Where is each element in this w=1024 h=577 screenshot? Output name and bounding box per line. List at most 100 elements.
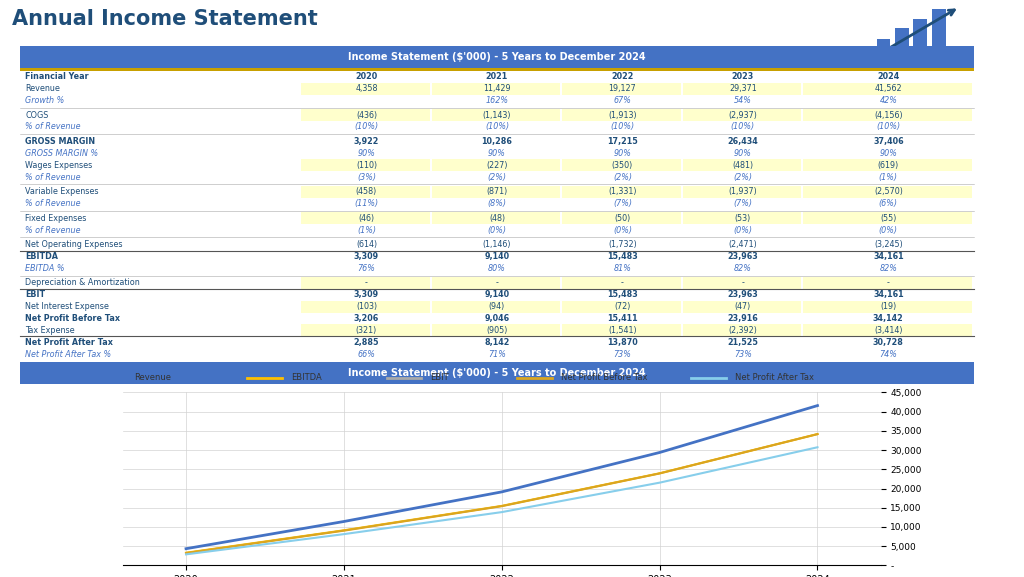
Text: Income Statement ($'000) - 5 Years to December 2024: Income Statement ($'000) - 5 Years to De…: [348, 52, 646, 62]
Text: GROSS MARGIN: GROSS MARGIN: [26, 137, 95, 146]
Text: (53): (53): [734, 213, 751, 223]
Text: (1%): (1%): [879, 173, 898, 182]
Bar: [432, 324, 560, 336]
Text: (10%): (10%): [610, 122, 635, 132]
Text: (1,541): (1,541): [608, 326, 637, 335]
Text: Variable Expenses: Variable Expenses: [26, 187, 98, 196]
Text: 54%: 54%: [734, 96, 752, 105]
Text: (436): (436): [356, 111, 377, 119]
Text: 23,916: 23,916: [727, 314, 758, 323]
Text: 29,371: 29,371: [729, 84, 757, 93]
Text: (1%): (1%): [357, 226, 376, 234]
Bar: [803, 109, 972, 121]
Text: 34,161: 34,161: [873, 290, 903, 299]
Text: (0%): (0%): [487, 226, 507, 234]
Text: 26,434: 26,434: [727, 137, 758, 146]
Text: 34,161: 34,161: [873, 252, 903, 261]
Text: Revenue: Revenue: [26, 84, 60, 93]
Text: 9,140: 9,140: [484, 290, 510, 299]
Text: 90%: 90%: [613, 149, 632, 158]
Text: 13,870: 13,870: [607, 338, 638, 347]
Text: 90%: 90%: [357, 149, 376, 158]
Text: (46): (46): [358, 213, 375, 223]
Text: (55): (55): [881, 213, 896, 223]
Text: % of Revenue: % of Revenue: [26, 122, 81, 132]
Text: 74%: 74%: [880, 350, 897, 359]
Text: (8%): (8%): [487, 199, 507, 208]
Text: 41,562: 41,562: [874, 84, 902, 93]
Text: (350): (350): [611, 161, 633, 170]
Text: (321): (321): [356, 326, 377, 335]
Text: 30,728: 30,728: [872, 338, 904, 347]
Text: 11,429: 11,429: [483, 84, 511, 93]
Text: 21,525: 21,525: [727, 338, 758, 347]
Bar: [683, 159, 801, 171]
Text: (2,392): (2,392): [728, 326, 757, 335]
Text: 90%: 90%: [880, 149, 897, 158]
Text: Net Operating Expenses: Net Operating Expenses: [26, 240, 123, 249]
Text: 3,206: 3,206: [354, 314, 379, 323]
Text: % of Revenue: % of Revenue: [26, 173, 81, 182]
Text: 10,286: 10,286: [481, 137, 512, 146]
Bar: [432, 301, 560, 313]
Text: (50): (50): [614, 213, 631, 223]
Text: 82%: 82%: [880, 264, 897, 273]
Text: (614): (614): [356, 240, 377, 249]
Text: (2,570): (2,570): [873, 187, 903, 196]
Text: 71%: 71%: [488, 350, 506, 359]
Text: (7%): (7%): [613, 199, 632, 208]
Text: (905): (905): [486, 326, 508, 335]
Text: (10%): (10%): [354, 122, 379, 132]
Text: (3,414): (3,414): [874, 326, 902, 335]
Text: 34,142: 34,142: [872, 314, 904, 323]
Bar: [20, 46, 974, 68]
Text: 42%: 42%: [880, 96, 897, 105]
Text: GROSS MARGIN %: GROSS MARGIN %: [26, 149, 98, 158]
Text: EBITDA %: EBITDA %: [26, 264, 65, 273]
Text: Net Profit After Tax: Net Profit After Tax: [26, 338, 114, 347]
Bar: [301, 301, 430, 313]
Bar: [683, 109, 801, 121]
Text: % of Revenue: % of Revenue: [26, 226, 81, 234]
Text: (2%): (2%): [733, 173, 753, 182]
Text: (6%): (6%): [879, 199, 898, 208]
Text: 23,963: 23,963: [727, 252, 758, 261]
Text: EBIT: EBIT: [26, 290, 45, 299]
Text: (1,331): (1,331): [608, 187, 637, 196]
Bar: [803, 186, 972, 198]
Bar: [301, 212, 430, 224]
Text: (4,156): (4,156): [874, 111, 902, 119]
Text: Net Profit After Tax: Net Profit After Tax: [734, 373, 814, 383]
Text: EBITDA: EBITDA: [291, 373, 322, 383]
Text: (10%): (10%): [485, 122, 509, 132]
Bar: [301, 159, 430, 171]
Bar: [301, 324, 430, 336]
Text: (48): (48): [488, 213, 505, 223]
Text: Fixed Expenses: Fixed Expenses: [26, 213, 87, 223]
Text: (481): (481): [732, 161, 754, 170]
Text: (0%): (0%): [733, 226, 753, 234]
Text: 2021: 2021: [485, 72, 508, 81]
Bar: [803, 324, 972, 336]
Text: 80%: 80%: [488, 264, 506, 273]
Text: 15,483: 15,483: [607, 252, 638, 261]
Text: -: -: [621, 279, 624, 287]
Text: 90%: 90%: [488, 149, 506, 158]
Bar: [562, 324, 681, 336]
Bar: [803, 301, 972, 313]
Bar: [432, 109, 560, 121]
Text: 3,309: 3,309: [354, 252, 379, 261]
Text: 66%: 66%: [357, 350, 376, 359]
Bar: [432, 159, 560, 171]
Text: Income Statement ($'000) - 5 Years to December 2024: Income Statement ($'000) - 5 Years to De…: [348, 368, 646, 378]
Bar: [683, 301, 801, 313]
Text: (1,143): (1,143): [482, 111, 511, 119]
Bar: [803, 277, 972, 289]
Text: (7%): (7%): [733, 199, 753, 208]
Text: 67%: 67%: [613, 96, 632, 105]
Text: (10%): (10%): [731, 122, 755, 132]
Text: 9,046: 9,046: [484, 314, 510, 323]
Text: (10%): (10%): [877, 122, 900, 132]
Bar: [803, 212, 972, 224]
Bar: [301, 109, 430, 121]
